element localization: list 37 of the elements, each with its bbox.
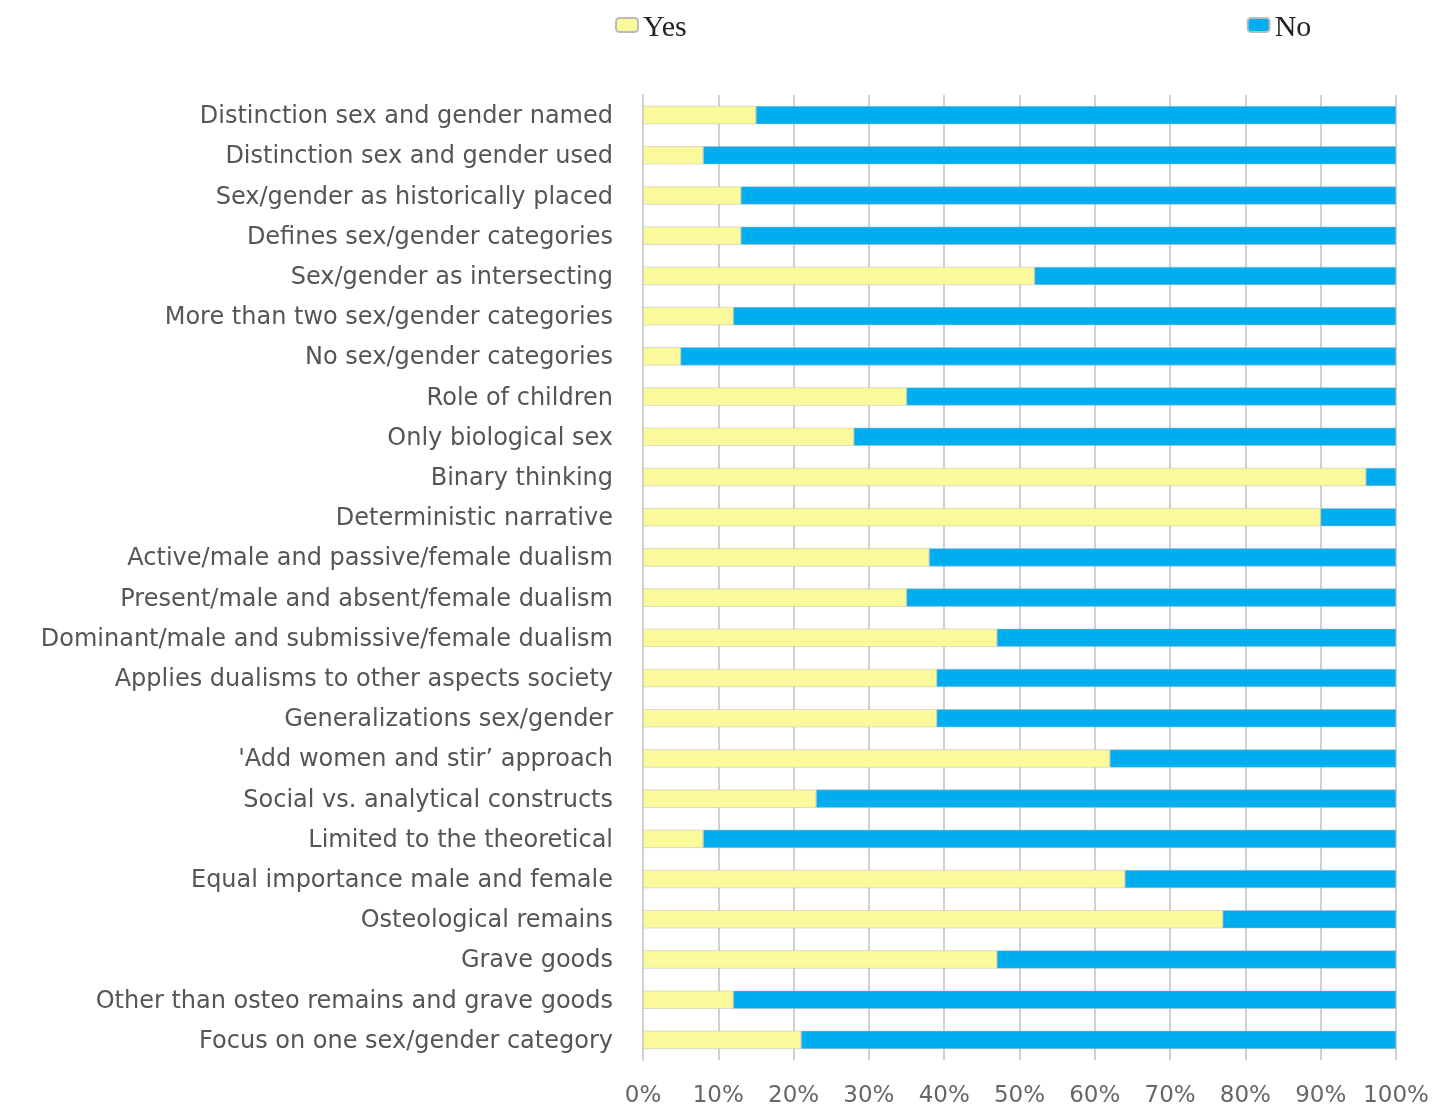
- y-tick-label: Osteological remains: [360, 905, 613, 934]
- y-tick-label: Only biological sex: [387, 422, 613, 451]
- legend-label: Yes: [643, 8, 687, 42]
- y-tick-label: Limited to the theoretical: [308, 824, 613, 853]
- y-tick-label: Distinction sex and gender named: [199, 101, 613, 130]
- x-tick-label: 40%: [918, 1080, 970, 1107]
- y-tick-label: Focus on one sex/gender category: [199, 1025, 613, 1054]
- legend-label: No: [1274, 8, 1312, 42]
- x-tick-label: 0%: [624, 1080, 662, 1107]
- y-tick-label: More than two sex/gender categories: [164, 302, 613, 331]
- x-tick-label: 30%: [843, 1080, 895, 1107]
- x-tick-label: 80%: [1219, 1080, 1271, 1107]
- y-tick-label: Present/male and absent/female dualism: [120, 583, 613, 612]
- y-tick-label: Other than osteo remains and grave goods: [95, 985, 613, 1014]
- y-tick-label: Dominant/male and submissive/female dualism: [40, 623, 613, 652]
- y-tick-label: Social vs. analytical constructs: [243, 784, 613, 813]
- x-tick-label: 20%: [768, 1080, 820, 1107]
- y-tick-label: No sex/gender categories: [305, 342, 613, 371]
- x-tick-label: 60%: [1069, 1080, 1121, 1107]
- x-tick-label: 100%: [1363, 1080, 1429, 1107]
- x-tick-label: 50%: [993, 1080, 1046, 1107]
- y-tick-label: Sex/gender as historically placed: [215, 181, 613, 210]
- y-tick-label: 'Add women and stir’ approach: [238, 744, 613, 773]
- y-tick-label: Role of children: [426, 382, 613, 411]
- y-tick-label: Generalizations sex/gender: [284, 704, 614, 733]
- y-tick-label: Sex/gender as intersecting: [290, 261, 613, 290]
- y-tick-label: Deterministic narrative: [335, 503, 613, 532]
- x-tick-label: 70%: [1144, 1080, 1196, 1107]
- x-tick-label: 90%: [1295, 1080, 1347, 1107]
- y-tick-label: Active/male and passive/female dualism: [127, 543, 613, 572]
- y-tick-label: Binary thinking: [430, 462, 613, 491]
- x-tick-label: 10%: [692, 1080, 744, 1107]
- y-tick-label: Distinction sex and gender used: [225, 141, 613, 170]
- y-tick-label: Grave goods: [460, 945, 613, 974]
- y-tick-label: Equal importance male and female: [190, 865, 613, 894]
- y-tick-label: Defines sex/gender categories: [246, 221, 613, 250]
- y-tick-label: Applies dualisms to other aspects society: [114, 664, 613, 693]
